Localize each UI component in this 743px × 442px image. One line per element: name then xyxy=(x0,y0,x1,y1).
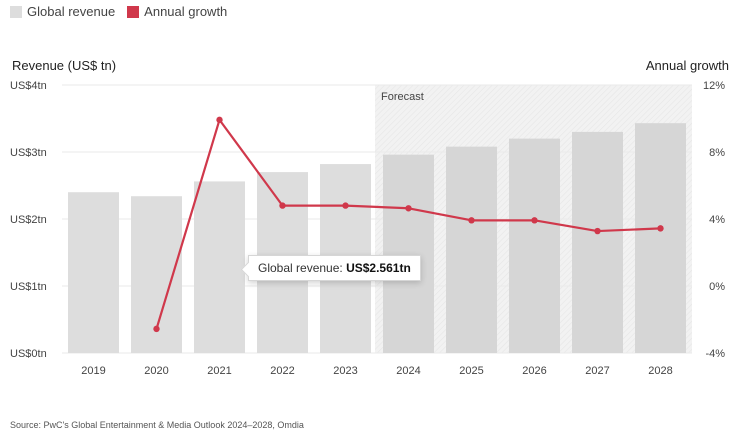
left-axis-title: Revenue (US$ tn) xyxy=(12,58,117,73)
legend-swatch-revenue xyxy=(10,5,22,18)
revenue-bar xyxy=(572,131,623,353)
source-note: Source: PwC's Global Entertainment & Med… xyxy=(10,420,304,430)
revenue-bar xyxy=(509,138,560,353)
left-tick-label: US$3tn xyxy=(10,147,47,159)
growth-point xyxy=(279,202,286,209)
growth-point xyxy=(594,227,601,235)
x-tick-label: 2024 xyxy=(396,365,420,377)
growth-point xyxy=(405,205,412,212)
x-tick-label: 2022 xyxy=(270,365,294,377)
revenue-tooltip: Global revenue: US$2.561tn xyxy=(248,255,421,281)
tooltip-value: US$2.561tn xyxy=(346,261,411,275)
revenue-bar xyxy=(194,181,245,353)
forecast-label: Forecast xyxy=(381,91,424,103)
right-tick-label: -4% xyxy=(705,348,725,360)
left-tick-label: US$4tn xyxy=(10,80,47,92)
legend-label-revenue: Global revenue xyxy=(27,4,116,19)
growth-point xyxy=(468,217,475,224)
right-tick-label: 12% xyxy=(703,80,725,92)
growth-point xyxy=(657,225,664,232)
x-tick-label: 2023 xyxy=(333,365,357,377)
x-tick-label: 2026 xyxy=(522,365,546,377)
x-tick-label: 2028 xyxy=(648,365,672,377)
x-tick-label: 2025 xyxy=(459,365,483,377)
left-tick-label: US$0tn xyxy=(10,348,47,360)
right-axis-title: Annual growth xyxy=(645,58,729,73)
growth-point xyxy=(216,116,223,124)
tooltip-label: Global revenue: xyxy=(258,261,343,275)
legend-item-revenue[interactable]: Global revenue xyxy=(10,4,115,19)
left-tick-label: US$2tn xyxy=(10,214,47,226)
revenue-bar xyxy=(446,146,497,353)
legend-label-growth: Annual growth xyxy=(144,4,228,19)
right-tick-label: 4% xyxy=(709,214,725,226)
x-tick-label: 2021 xyxy=(207,365,231,377)
growth-point xyxy=(342,202,349,209)
x-tick-label: 2020 xyxy=(144,365,168,377)
legend-item-growth[interactable]: Annual growth xyxy=(127,4,227,19)
revenue-bar xyxy=(635,123,686,353)
left-tick-label: US$1tn xyxy=(10,281,47,293)
right-tick-label: 8% xyxy=(709,147,725,159)
chart-legend: Global revenue Annual growth xyxy=(10,4,227,19)
revenue-bar xyxy=(68,192,119,353)
growth-point xyxy=(531,217,538,224)
revenue-bar xyxy=(383,154,434,353)
x-tick-label: 2019 xyxy=(81,365,105,377)
right-tick-label: 0% xyxy=(709,281,725,293)
growth-point xyxy=(153,325,160,333)
legend-swatch-growth xyxy=(127,5,140,18)
x-tick-label: 2027 xyxy=(585,365,609,377)
